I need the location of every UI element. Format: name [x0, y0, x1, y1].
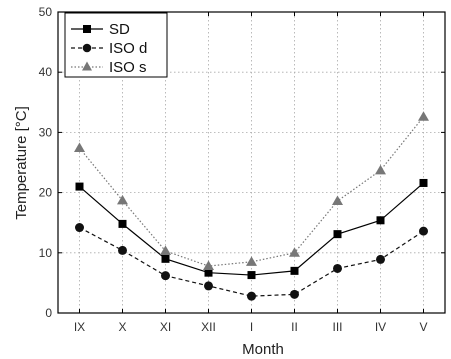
legend-marker-iso-s [82, 61, 92, 71]
y-tick-label: 50 [39, 5, 53, 19]
y-tick-label: 40 [39, 65, 53, 79]
data-point-sd [161, 254, 170, 263]
data-point-iso-d [419, 226, 428, 236]
legend-box [64, 12, 168, 78]
legend-marker-sd [83, 25, 91, 33]
y-tick-label: 20 [39, 186, 53, 200]
data-point-iso-d [118, 245, 127, 255]
data-point-sd [247, 271, 256, 280]
x-tick-label: IX [74, 320, 85, 334]
data-point-iso-d [75, 223, 84, 233]
data-point-sd [118, 219, 127, 228]
x-tick-label: XI [160, 320, 171, 334]
legend: SD ISO d ISO s [64, 12, 168, 78]
series-line-iso-d [79, 226, 424, 297]
legend-entry-iso-s: ISO s [71, 59, 147, 76]
data-point-sd [333, 230, 342, 239]
data-point-iso-d [376, 254, 385, 264]
y-tick-label: 0 [45, 306, 52, 320]
data-point-iso-d [333, 263, 342, 273]
x-tick-label: II [291, 320, 298, 334]
legend-entry-sd: SD [71, 21, 130, 38]
data-point-iso-s [74, 142, 85, 153]
x-tick-label: III [332, 320, 342, 334]
x-tick-label: V [419, 320, 427, 334]
data-point-iso-d [204, 281, 213, 291]
legend-marker-iso-d [82, 43, 92, 53]
y-tick-label: 30 [39, 125, 53, 139]
data-point-iso-s [246, 256, 257, 266]
data-point-sd [419, 178, 428, 187]
x-tick-label: I [250, 320, 253, 334]
data-point-iso-s [375, 164, 386, 175]
legend-entry-iso-d: ISO d [71, 40, 147, 57]
y-tick-label: 10 [39, 246, 53, 260]
series-line-iso-s [79, 116, 424, 267]
data-point-iso-d [247, 291, 256, 301]
data-point-iso-s [332, 195, 343, 206]
x-tick-label: X [118, 320, 126, 334]
data-point-iso-s [418, 111, 429, 121]
series-sd [75, 178, 428, 280]
y-axis-title: Temperature [°C] [13, 106, 30, 220]
legend-label-sd: SD [109, 21, 130, 38]
data-point-iso-s [203, 260, 214, 271]
x-tick-label: IV [375, 320, 386, 334]
legend-label-iso-s: ISO s [109, 59, 147, 76]
legend-label-iso-d: ISO d [109, 40, 147, 57]
data-point-iso-s [289, 247, 300, 257]
data-point-sd [376, 216, 385, 225]
x-axis-title: Month [242, 341, 284, 358]
data-point-sd [290, 266, 299, 275]
data-point-iso-d [161, 271, 170, 281]
series-layer [74, 111, 429, 301]
data-point-iso-s [117, 194, 128, 205]
data-point-iso-d [290, 289, 299, 299]
x-tick-label: XII [201, 320, 216, 334]
series-iso-s [74, 111, 429, 271]
series-iso-d [75, 223, 428, 301]
data-point-sd [204, 268, 213, 277]
data-point-iso-s [160, 245, 171, 255]
data-point-sd [75, 182, 84, 191]
